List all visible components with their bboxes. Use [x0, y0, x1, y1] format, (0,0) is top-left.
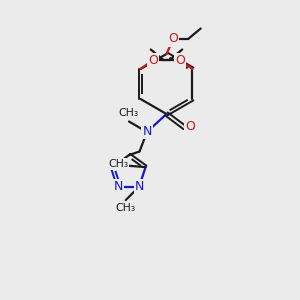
Text: O: O: [148, 53, 158, 67]
Text: O: O: [168, 32, 178, 46]
Text: O: O: [175, 53, 185, 67]
Text: CH₃: CH₃: [115, 203, 135, 214]
Text: CH₃: CH₃: [118, 108, 139, 118]
Text: CH₃: CH₃: [109, 159, 129, 169]
Text: N: N: [114, 180, 124, 193]
Text: O: O: [185, 119, 195, 133]
Text: N: N: [134, 180, 144, 193]
Text: N: N: [142, 125, 152, 139]
